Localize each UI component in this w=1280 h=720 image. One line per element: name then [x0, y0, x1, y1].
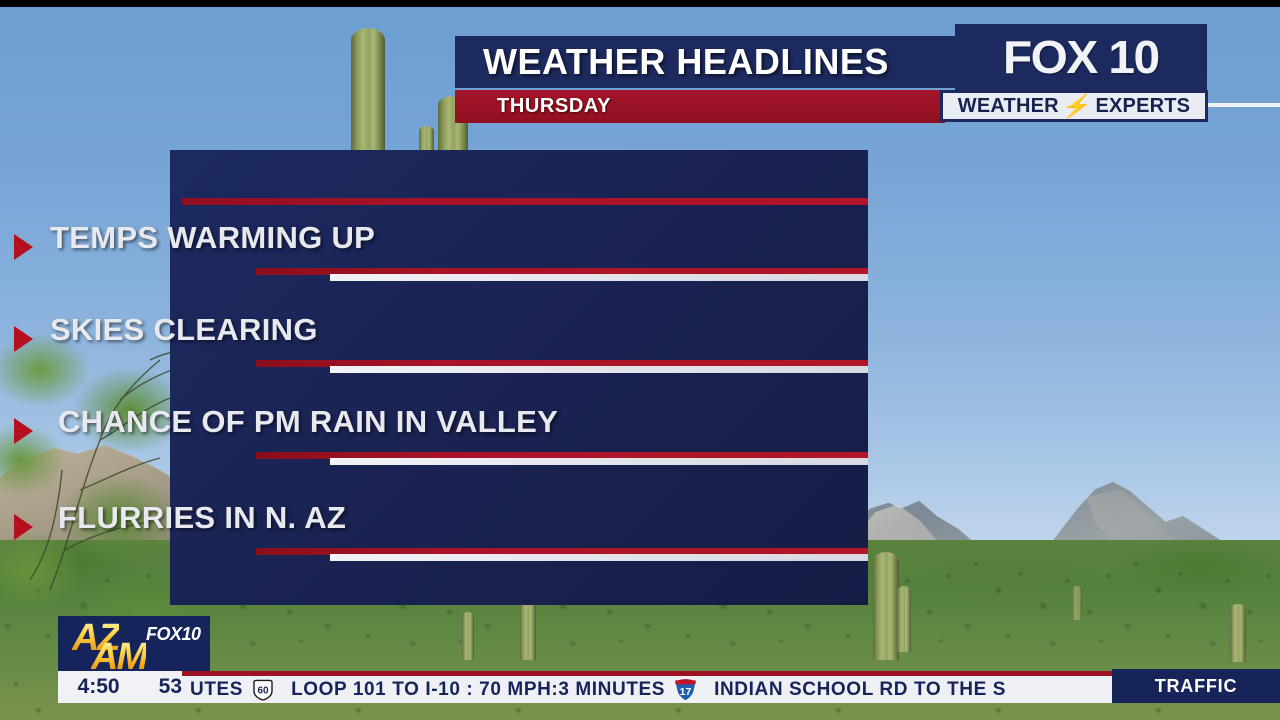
- triangle-right-icon: [14, 418, 33, 444]
- headline-divider-white: [330, 366, 868, 373]
- ticker-segment-3: INDIAN SCHOOL RD TO THE S: [714, 678, 1007, 700]
- az-am-show-logo: AZ AM FOX10: [58, 616, 210, 671]
- saguaro-cactus-icon: [520, 598, 536, 660]
- az-am-logo-line2: AM: [91, 638, 148, 671]
- traffic-ticker: UTES 60 LOOP 101 TO I-10 : 70 MPH:3 MINU…: [182, 676, 1112, 703]
- saguaro-cactus-icon: [351, 28, 385, 166]
- letterbox-top: [0, 0, 1280, 7]
- badge-underline: [1208, 103, 1280, 107]
- headlines-panel: [170, 150, 868, 605]
- weather-experts-right-word: EXPERTS: [1095, 94, 1191, 117]
- headline-divider-white: [330, 458, 868, 465]
- day-subtitle-bar: THURSDAY: [455, 90, 945, 123]
- saguaro-cactus-icon: [1230, 604, 1246, 662]
- headline-divider-red: [256, 452, 868, 459]
- ticker-segment-1: UTES: [190, 678, 244, 700]
- saguaro-cactus-icon: [1072, 586, 1082, 620]
- ticker-segment-2: LOOP 101 TO I-10 : 70 MPH:3 MINUTES: [291, 678, 666, 700]
- headline-divider-white: [330, 554, 868, 561]
- lightning-bolt-icon: ⚡: [1060, 92, 1095, 119]
- interstate-shield-number: 17: [680, 686, 692, 698]
- saguaro-cactus-icon: [897, 586, 911, 652]
- triangle-right-icon: [14, 234, 33, 260]
- traffic-label: TRAFFIC: [1154, 675, 1238, 696]
- panel-top-divider: [182, 198, 868, 205]
- headline-text: TEMPS WARMING UP: [50, 220, 376, 255]
- weather-headlines-title-bar: WEATHER HEADLINES: [455, 36, 955, 88]
- triangle-right-icon: [14, 326, 33, 352]
- headline-divider-red: [256, 268, 868, 275]
- fox10-logo: FOX 10: [955, 24, 1207, 90]
- headline-text: FLURRIES IN N. AZ: [58, 500, 347, 535]
- page-title: WEATHER HEADLINES: [483, 41, 889, 82]
- weather-experts-badge: WEATHER ⚡ EXPERTS: [940, 90, 1208, 122]
- saguaro-cactus-icon: [873, 552, 899, 660]
- fox10-brand-text: FOX 10: [1003, 31, 1160, 83]
- triangle-right-icon: [14, 514, 33, 540]
- ticker-accent-line: [182, 671, 1112, 676]
- day-label: THURSDAY: [497, 95, 612, 117]
- az-am-network-label: FOX10: [146, 624, 201, 644]
- us-route-shield-icon: 60: [251, 679, 275, 701]
- weather-experts-left-word: WEATHER: [957, 94, 1059, 117]
- traffic-label-badge: TRAFFIC: [1112, 669, 1280, 703]
- saguaro-cactus-icon: [462, 612, 474, 660]
- route-shield-number: 60: [258, 685, 270, 696]
- clock-value: 4:50: [77, 675, 120, 698]
- headline-text: SKIES CLEARING: [50, 312, 318, 347]
- interstate-shield-icon: 17: [673, 677, 698, 702]
- headline-divider-red: [256, 360, 868, 367]
- headline-divider-white: [330, 274, 868, 281]
- headline-divider-red: [256, 548, 868, 555]
- az-am-logo-line1: AZ: [72, 619, 121, 657]
- headline-text: CHANCE OF PM RAIN IN VALLEY: [58, 404, 559, 439]
